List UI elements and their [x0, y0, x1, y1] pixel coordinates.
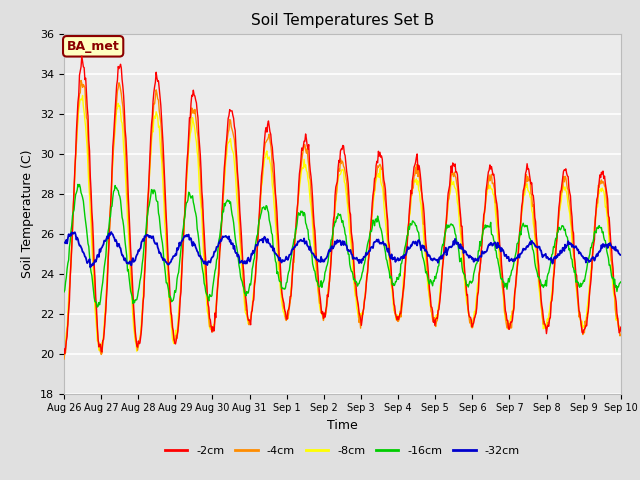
Y-axis label: Soil Temperature (C): Soil Temperature (C): [22, 149, 35, 278]
Title: Soil Temperatures Set B: Soil Temperatures Set B: [251, 13, 434, 28]
X-axis label: Time: Time: [327, 419, 358, 432]
Text: BA_met: BA_met: [67, 40, 120, 53]
Legend: -2cm, -4cm, -8cm, -16cm, -32cm: -2cm, -4cm, -8cm, -16cm, -32cm: [161, 441, 524, 460]
